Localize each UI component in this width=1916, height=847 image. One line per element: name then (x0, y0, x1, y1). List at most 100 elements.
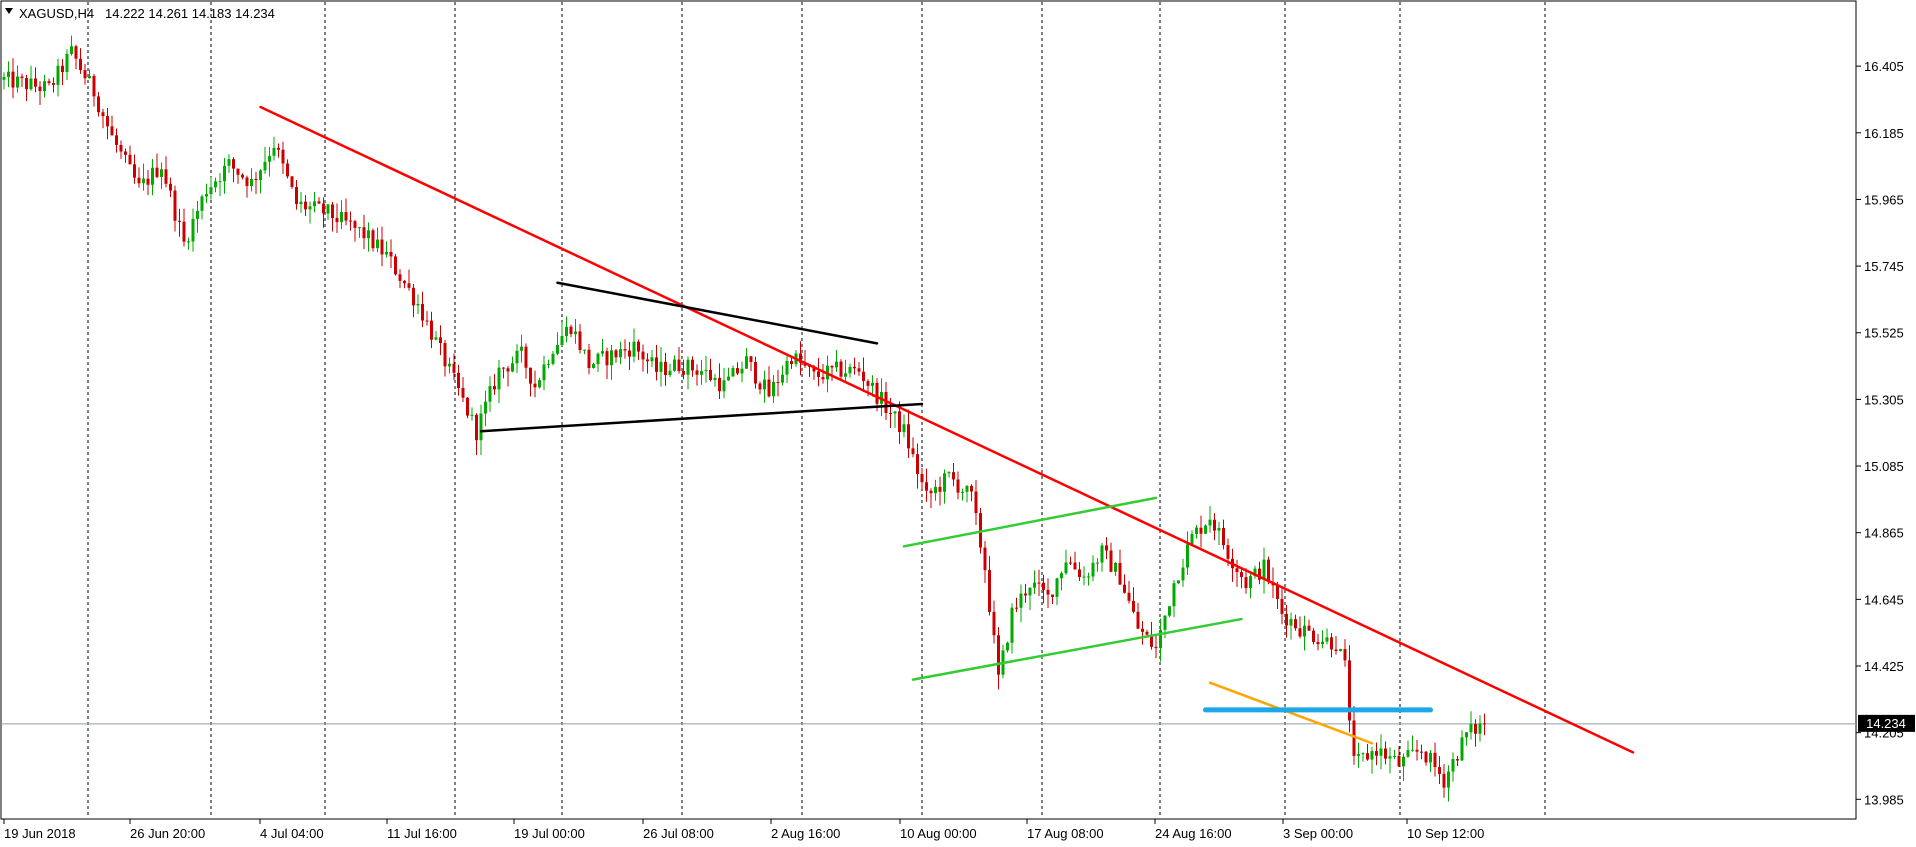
candle-body (781, 374, 784, 383)
candle-body (871, 382, 874, 386)
candle-body (691, 359, 694, 371)
candle-body (1060, 573, 1063, 579)
candle-body (1123, 584, 1126, 593)
candle-body (1388, 756, 1392, 759)
candle-body (313, 201, 316, 207)
candle-body (164, 169, 168, 184)
candle-body (1145, 631, 1149, 635)
candle-body (718, 377, 721, 392)
candle-body (1136, 611, 1140, 629)
candle-body (1348, 660, 1351, 721)
candle-body (200, 196, 204, 211)
candle-body (889, 412, 892, 414)
candle-body (659, 361, 663, 372)
candle-body (772, 381, 775, 397)
candle-body (74, 46, 78, 59)
candle-body (655, 357, 658, 372)
candle-body (1253, 568, 1257, 577)
candle-body (79, 58, 82, 71)
y-axis: 16.405 16.185 15.965 15.745 15.525 15.305 15.0… (1856, 59, 1904, 807)
candle-body (943, 473, 946, 492)
candle-body (376, 239, 379, 249)
header: XAGUSD,H4 14.222 14.261 14.183 14.234 (5, 6, 275, 21)
candle-body (763, 379, 766, 390)
candle-body (619, 349, 622, 358)
candle-body (11, 71, 15, 88)
candle-body (187, 241, 190, 243)
candle-body (1096, 562, 1099, 564)
candle-body (677, 359, 681, 372)
candle-body (1249, 576, 1252, 589)
y-tick-label: 14.425 (1864, 659, 1904, 674)
x-tick-label: 2 Aug 16:00 (771, 826, 840, 841)
candle-body (673, 359, 676, 371)
candle-body (43, 81, 46, 92)
candle-body (533, 383, 537, 388)
candle-body (1204, 525, 1207, 534)
candle-body (1010, 607, 1014, 643)
y-tick-label: 16.405 (1864, 59, 1904, 74)
y-tick-label: 15.085 (1864, 459, 1904, 474)
candle-body (191, 218, 195, 242)
candle-body (227, 159, 231, 166)
red-trendline (259, 105, 1635, 754)
candle-body (722, 380, 726, 392)
candle-body (272, 147, 276, 156)
candle-body (902, 424, 906, 432)
candle-body (1478, 723, 1482, 734)
x-tick-label: 19 Jun 2018 (4, 826, 76, 841)
candle-body (749, 356, 753, 363)
candle-body (1469, 724, 1473, 733)
x-tick-label: 11 Jul 16:00 (387, 826, 457, 841)
candle-body (416, 303, 420, 306)
candle-body (520, 346, 523, 351)
candle-body (1037, 582, 1041, 584)
candle-body (146, 178, 150, 185)
candle-body (1411, 749, 1414, 751)
candle-body (515, 350, 519, 364)
candle-body (56, 65, 60, 85)
candle-body (646, 359, 649, 362)
candle-body (506, 368, 510, 372)
candle-body (920, 474, 924, 483)
candle-body (1267, 559, 1270, 583)
candle-body (1298, 628, 1302, 637)
candle-body (214, 181, 217, 188)
candle-body (848, 366, 852, 374)
candle-body (295, 186, 298, 205)
candle-body (1069, 562, 1072, 564)
candle-body (776, 381, 780, 383)
candle-body (488, 386, 492, 402)
candle-body (1051, 594, 1054, 597)
candle-body (196, 210, 199, 219)
candle-body (29, 78, 33, 90)
y-tick-label: 14.865 (1864, 526, 1904, 541)
candle-body (1087, 576, 1090, 578)
candle-body (547, 363, 550, 365)
candle-body (596, 353, 600, 365)
candle-body (1433, 752, 1437, 768)
candle-body (511, 363, 514, 372)
x-tick-label: 3 Sep 00:00 (1283, 826, 1353, 841)
y-tick-label: 15.745 (1864, 259, 1904, 274)
dropdown-triangle-icon[interactable] (5, 8, 13, 14)
candle-body (331, 204, 334, 218)
candle-body (1109, 550, 1113, 572)
candle-body (1073, 562, 1077, 570)
candle-body (713, 377, 717, 380)
candle-body (407, 283, 411, 288)
candles (2, 35, 1486, 802)
candle-body (1294, 619, 1297, 629)
candle-body (430, 320, 433, 340)
candle-body (1316, 641, 1320, 645)
candle-body (182, 221, 186, 242)
candle-body (502, 367, 505, 369)
candle-body (583, 349, 586, 351)
candle-body (1384, 748, 1387, 759)
x-tick-label: 10 Sep 12:00 (1407, 826, 1484, 841)
candle-body (700, 371, 703, 375)
candle-body (754, 362, 757, 384)
candle-body (434, 337, 438, 340)
candle-body (1456, 759, 1459, 761)
